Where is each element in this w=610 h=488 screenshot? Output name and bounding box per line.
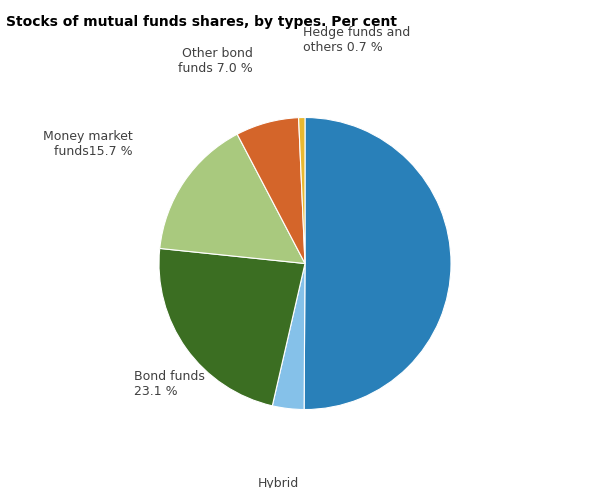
Text: Other bond
funds 7.0 %: Other bond funds 7.0 % [178,46,253,75]
Text: Money market
funds15.7 %: Money market funds15.7 % [43,130,133,158]
Text: Hedge funds and
others 0.7 %: Hedge funds and others 0.7 % [303,26,411,54]
Text: Bond funds
23.1 %: Bond funds 23.1 % [134,370,204,398]
Wedge shape [272,264,305,409]
Wedge shape [159,248,305,406]
Wedge shape [298,118,305,264]
Text: Stocks of mutual funds shares, by types. Per cent: Stocks of mutual funds shares, by types.… [6,15,397,29]
Wedge shape [304,118,451,409]
Text: Equity funds
50.2 %: Equity funds 50.2 % [0,487,1,488]
Text: Hybrid
funds 3.5 %: Hybrid funds 3.5 % [242,477,316,488]
Wedge shape [237,118,305,264]
Wedge shape [160,134,305,264]
